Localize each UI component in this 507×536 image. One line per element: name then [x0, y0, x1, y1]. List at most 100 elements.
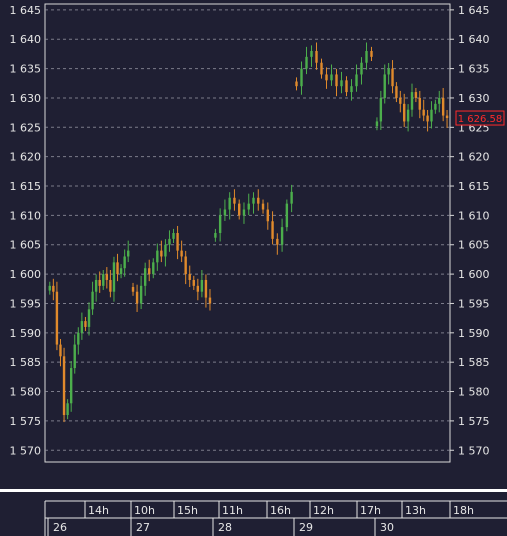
hour-label: 13h — [405, 504, 426, 517]
candle-body — [233, 197, 236, 204]
day-label: 30 — [380, 521, 394, 534]
candle-body — [116, 262, 119, 275]
y-tick-label-right: 1 615 — [458, 180, 490, 193]
candle-body — [426, 115, 429, 122]
candle-body — [399, 97, 402, 104]
candle-body — [261, 203, 265, 210]
y-tick-label-left: 1 590 — [10, 327, 42, 340]
y-tick-label-left: 1 585 — [10, 356, 42, 369]
candle-body — [252, 197, 255, 204]
y-tick-label-left: 1 625 — [10, 121, 42, 134]
y-tick-label-right: 1 585 — [458, 356, 490, 369]
y-tick-label-left: 1 580 — [10, 386, 42, 399]
candle-body — [257, 197, 260, 204]
hour-label: 18h — [453, 504, 474, 517]
candle-body — [80, 321, 84, 333]
candle-body — [295, 81, 298, 87]
y-tick-label-right: 1 595 — [458, 297, 490, 310]
candle-body — [422, 109, 425, 116]
candle-body — [325, 74, 328, 81]
y-tick-label-right: 1 610 — [458, 209, 490, 222]
y-tick-label-right: 1 580 — [458, 386, 490, 399]
candle-body — [434, 103, 437, 110]
candle-body — [204, 279, 208, 298]
day-label: 29 — [299, 521, 313, 534]
hour-label: 11h — [222, 504, 243, 517]
y-tick-label-left: 1 615 — [10, 180, 42, 193]
candle-body — [414, 92, 418, 98]
candle-body — [276, 238, 279, 245]
candle-body — [98, 279, 101, 286]
last-price-label: 1 626.58 — [458, 114, 503, 125]
candle-body — [379, 97, 383, 122]
y-tick-label-left: 1 575 — [10, 415, 42, 428]
candle-body — [62, 356, 66, 416]
candle-body — [84, 321, 87, 327]
hour-label: 12h — [313, 504, 334, 517]
hour-label: 14h — [88, 504, 109, 517]
y-tick-label-right: 1 620 — [458, 151, 490, 164]
candle-body — [172, 233, 175, 239]
y-tick-label-right: 1 635 — [458, 63, 490, 76]
y-tick-label-right: 1 605 — [458, 239, 490, 252]
candle-body — [238, 203, 241, 216]
candle-body — [247, 203, 250, 210]
candle-body — [360, 62, 363, 75]
candle-body — [200, 279, 204, 292]
y-tick-label-right: 1 590 — [458, 327, 490, 340]
y-tick-label-right: 1 645 — [458, 4, 490, 17]
candle-body — [418, 97, 421, 110]
candle-body — [375, 121, 379, 127]
candle-body — [59, 344, 62, 357]
candle-body — [350, 86, 353, 93]
candle-body — [66, 403, 69, 416]
candle-body — [109, 279, 112, 292]
candle-body — [164, 244, 167, 257]
axis-separator — [0, 489, 507, 492]
candle-body — [184, 256, 187, 275]
day-label: 28 — [218, 521, 232, 534]
candle-body — [365, 50, 368, 63]
candle-body — [300, 68, 303, 87]
candle-body — [119, 268, 123, 275]
y-tick-label-right: 1 570 — [458, 444, 490, 457]
candle-body — [355, 74, 358, 87]
candle-body — [180, 250, 183, 257]
y-tick-label-left: 1 595 — [10, 297, 42, 310]
y-tick-label-left: 1 600 — [10, 268, 42, 281]
day-label: 27 — [136, 521, 150, 534]
candle-body — [160, 250, 163, 257]
candle-body — [441, 97, 445, 116]
candle-body — [310, 50, 313, 57]
candle-body — [403, 103, 406, 122]
candle-body — [218, 215, 222, 233]
hour-label: 10h — [134, 504, 155, 517]
candle-body — [315, 50, 318, 63]
candle-body — [335, 74, 338, 87]
day-label: 26 — [53, 521, 67, 534]
candle-body — [266, 209, 269, 222]
candle-body — [214, 233, 217, 238]
candle-body — [94, 279, 98, 292]
candle-body — [91, 291, 94, 310]
candle-body — [285, 203, 289, 228]
candle-body — [143, 268, 147, 286]
y-tick-label-right: 1 575 — [458, 415, 490, 428]
candle-body — [139, 285, 143, 304]
candle-body — [48, 285, 51, 291]
candle-body — [395, 86, 398, 98]
candle-body — [148, 268, 151, 275]
candle-body — [391, 68, 394, 87]
candle-body — [123, 256, 126, 269]
candle-body — [410, 92, 414, 110]
y-tick-label-right: 1 630 — [458, 92, 490, 105]
candle-body — [168, 238, 171, 245]
candle-body — [208, 297, 212, 304]
hour-label: 15h — [177, 504, 198, 517]
candle-body — [176, 233, 179, 251]
candle-body — [271, 221, 274, 239]
y-tick-label-right: 1 600 — [458, 268, 490, 281]
candle-body — [370, 50, 373, 57]
candle-body — [73, 344, 76, 369]
